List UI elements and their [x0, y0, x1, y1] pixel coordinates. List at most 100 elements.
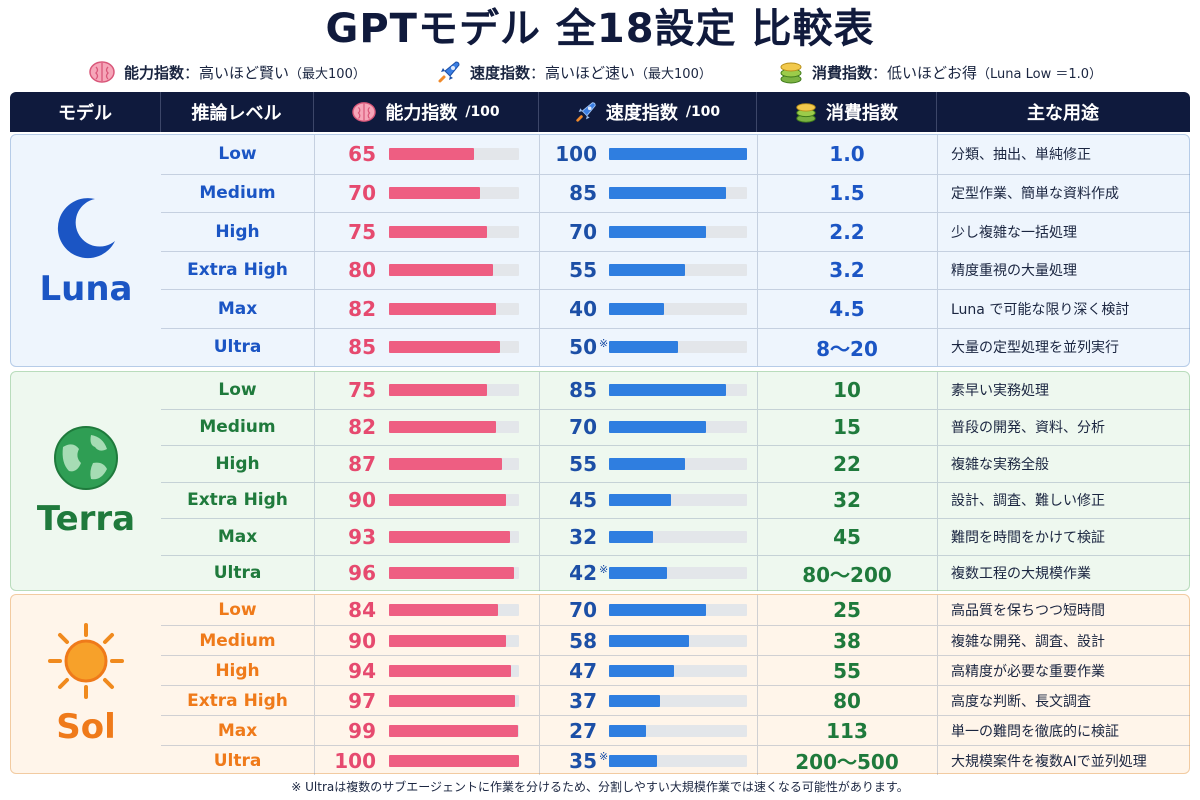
speed-value: 27	[569, 718, 597, 743]
cost-value: 15	[833, 415, 861, 440]
ability-bar	[389, 664, 512, 677]
cost-value: 1.5	[829, 181, 865, 206]
speed-bar-track	[609, 421, 747, 434]
ability-bar-track	[389, 302, 519, 315]
ability-bar	[389, 694, 516, 707]
model-cell-sol: Sol	[11, 595, 161, 773]
ability-bar-track	[389, 567, 519, 580]
table-row: Low 75 85 10 素早い実務処理	[161, 372, 1190, 409]
speed-bar-track	[609, 148, 747, 161]
page-title: GPTモデル 全18設定 比較表	[325, 6, 875, 52]
use-cell: 分類、抽出、単純修正	[951, 147, 1091, 164]
speed-bar-track	[609, 664, 747, 677]
ability-value: 82	[348, 296, 376, 321]
level-cell: High	[215, 453, 260, 474]
ability-value: 97	[348, 688, 376, 713]
level-cell: Ultra	[213, 337, 262, 358]
cost-value: 38	[833, 628, 861, 653]
table-row: Extra High 80 55 3.2 精度重視の大量処理	[161, 250, 1190, 289]
speed-bar-track	[609, 384, 747, 397]
speed-bar-track	[609, 187, 747, 200]
ability-value: 96	[348, 561, 376, 586]
speed-cell: 58	[539, 626, 757, 655]
ability-bar	[389, 264, 493, 277]
header-level: 推論レベル	[191, 103, 282, 124]
table-row: Max 82 40 4.5 Luna で可能な限り深く検討	[161, 289, 1190, 328]
speed-value: 37	[569, 688, 597, 713]
ability-bar	[389, 384, 487, 397]
ability-bar	[389, 604, 499, 616]
level-cell: Extra High	[187, 690, 288, 711]
speed-bar	[609, 604, 706, 616]
ability-cell: 70	[314, 175, 539, 213]
speed-bar	[609, 754, 658, 767]
ability-bar-track	[389, 664, 519, 677]
ability-cell: 93	[314, 519, 539, 555]
speed-value: 70	[569, 219, 597, 244]
speed-bar-track	[609, 302, 747, 315]
ability-cell: 100	[314, 746, 539, 775]
ability-value: 93	[348, 524, 376, 549]
model-name: Sol	[56, 707, 116, 747]
speed-bar	[609, 664, 674, 677]
legend-speed: 速度指数：高いほど速い（最大100）	[436, 58, 712, 86]
speed-bar	[609, 302, 665, 315]
ability-cell: 99	[314, 716, 539, 745]
ability-cell: 82	[314, 410, 539, 446]
ability-value: 80	[348, 258, 376, 283]
speed-cell: 37	[539, 686, 757, 715]
ability-bar	[389, 421, 496, 434]
brain-icon	[89, 61, 115, 83]
sun-icon	[48, 623, 124, 699]
speed-bar-track	[609, 341, 747, 354]
ability-bar	[389, 530, 510, 543]
ability-bar-track	[389, 634, 519, 647]
rocket-icon	[438, 61, 460, 83]
footnote: ※ Ultraは複数のサブエージェントに作業を分けるため、分割しやすい大規模作業…	[291, 780, 909, 794]
brain-icon	[352, 102, 377, 122]
use-cell: 複数工程の大規模作業	[951, 566, 1091, 583]
rocket-icon	[576, 102, 596, 122]
level-cell: Low	[218, 144, 257, 165]
ability-bar	[389, 634, 506, 647]
use-cell: 定型作業、簡単な資料作成	[951, 186, 1119, 203]
ability-cell: 75	[314, 372, 539, 409]
speed-bar-track	[609, 530, 747, 543]
speed-cell: 32	[539, 519, 757, 555]
cost-value: 200〜500	[795, 750, 899, 774]
speed-cell: 85	[539, 372, 757, 409]
speed-bar-track	[609, 264, 747, 277]
speed-value: 35	[569, 748, 597, 773]
ability-bar	[389, 225, 487, 238]
speed-cell: 100	[539, 135, 757, 174]
legend: 能力指数：高いほど賢い（最大100） 速度指数：高いほど速い（最大100） 消費…	[0, 58, 1200, 86]
model-cell-terra: Terra	[11, 372, 161, 590]
cost-value: 10	[833, 378, 861, 403]
table-row: Ultra 85 50 ※ 8〜20 大量の定型処理を並列実行	[161, 327, 1190, 366]
level-cell: Low	[218, 600, 257, 620]
coins-icon	[780, 62, 802, 84]
speed-value: 42	[569, 561, 597, 586]
use-cell: 複雑な開発、調査、設計	[951, 633, 1105, 650]
ability-bar-track	[389, 148, 519, 161]
speed-value: 50	[569, 335, 597, 360]
table-row: Ultra 96 42 ※ 80〜200 複数工程の大規模作業	[161, 554, 1190, 591]
ability-cell: 97	[314, 686, 539, 715]
speed-bar	[609, 634, 690, 647]
speed-bar	[609, 694, 661, 707]
speed-bar	[609, 187, 727, 200]
ability-bar-track	[389, 530, 519, 543]
cost-value: 4.5	[829, 296, 865, 321]
speed-cell: 40	[539, 290, 757, 328]
speed-bar	[609, 494, 672, 507]
speed-bar	[609, 225, 706, 238]
speed-bar-track	[609, 724, 747, 737]
cost-value: 22	[833, 451, 861, 476]
speed-bar-track	[609, 225, 747, 238]
level-cell: Ultra	[213, 563, 262, 584]
model-name: Luna	[39, 268, 133, 309]
speed-bar-track	[609, 604, 747, 616]
speed-bar-track	[609, 634, 747, 647]
table-row: Ultra 100 35 ※ 200〜500 大規模案件を複数AIで並列処理	[161, 745, 1190, 775]
ability-bar-track	[389, 187, 519, 200]
